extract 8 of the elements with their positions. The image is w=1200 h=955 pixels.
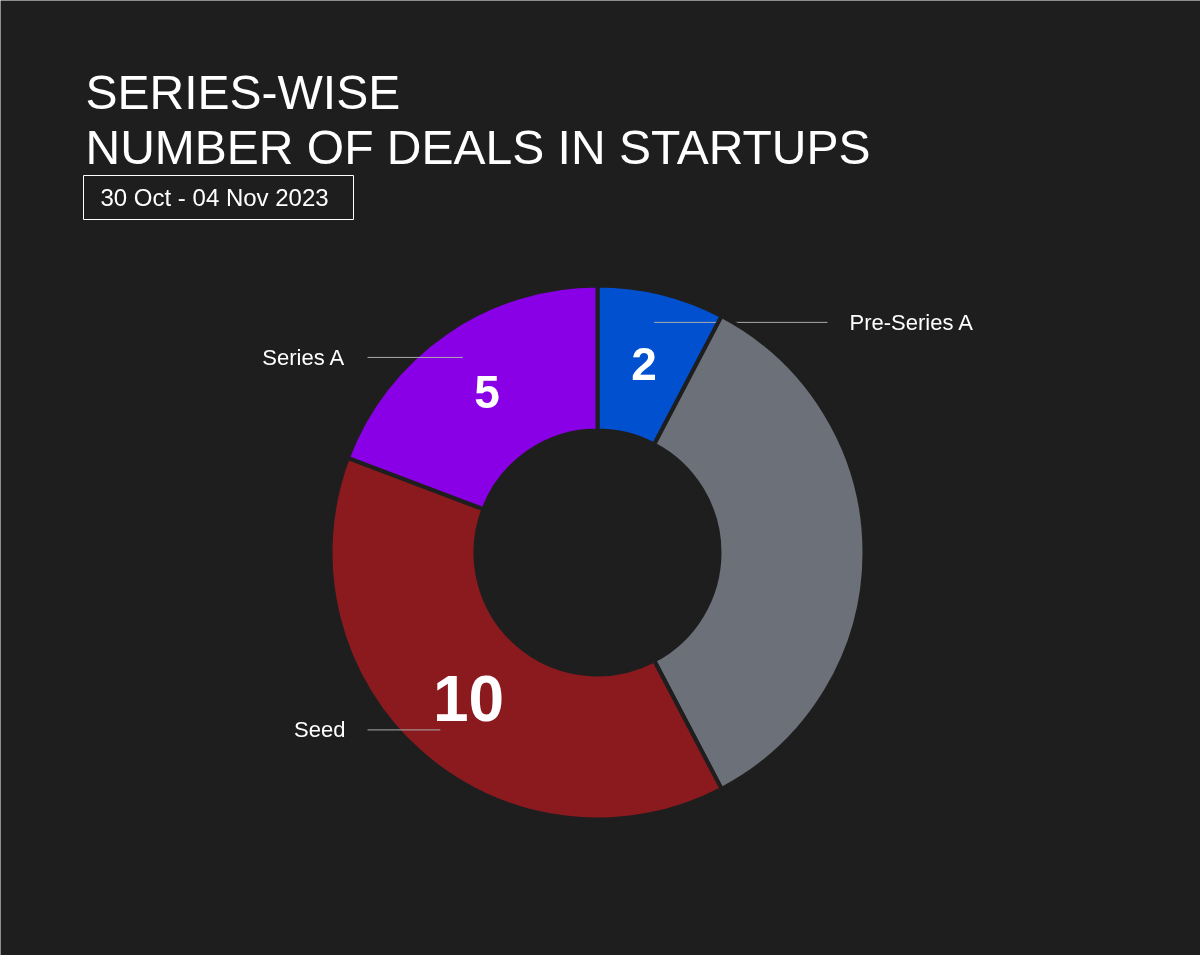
slice-label: Pre-Series A bbox=[849, 309, 974, 335]
chart-title: SERIES-WISE NUMBER OF DEALS IN STARTUPS bbox=[85, 66, 871, 174]
data-label: 2 bbox=[631, 337, 657, 390]
data-label: 5 bbox=[474, 366, 500, 419]
data-label: 10 bbox=[432, 662, 505, 735]
slice-label: Seed bbox=[294, 717, 346, 743]
slice-label: Series A bbox=[262, 344, 345, 370]
chart-subtitle: 30 Oct - 04 Nov 2023 bbox=[100, 184, 329, 211]
